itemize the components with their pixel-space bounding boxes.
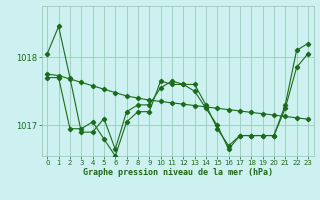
- X-axis label: Graphe pression niveau de la mer (hPa): Graphe pression niveau de la mer (hPa): [83, 168, 273, 177]
